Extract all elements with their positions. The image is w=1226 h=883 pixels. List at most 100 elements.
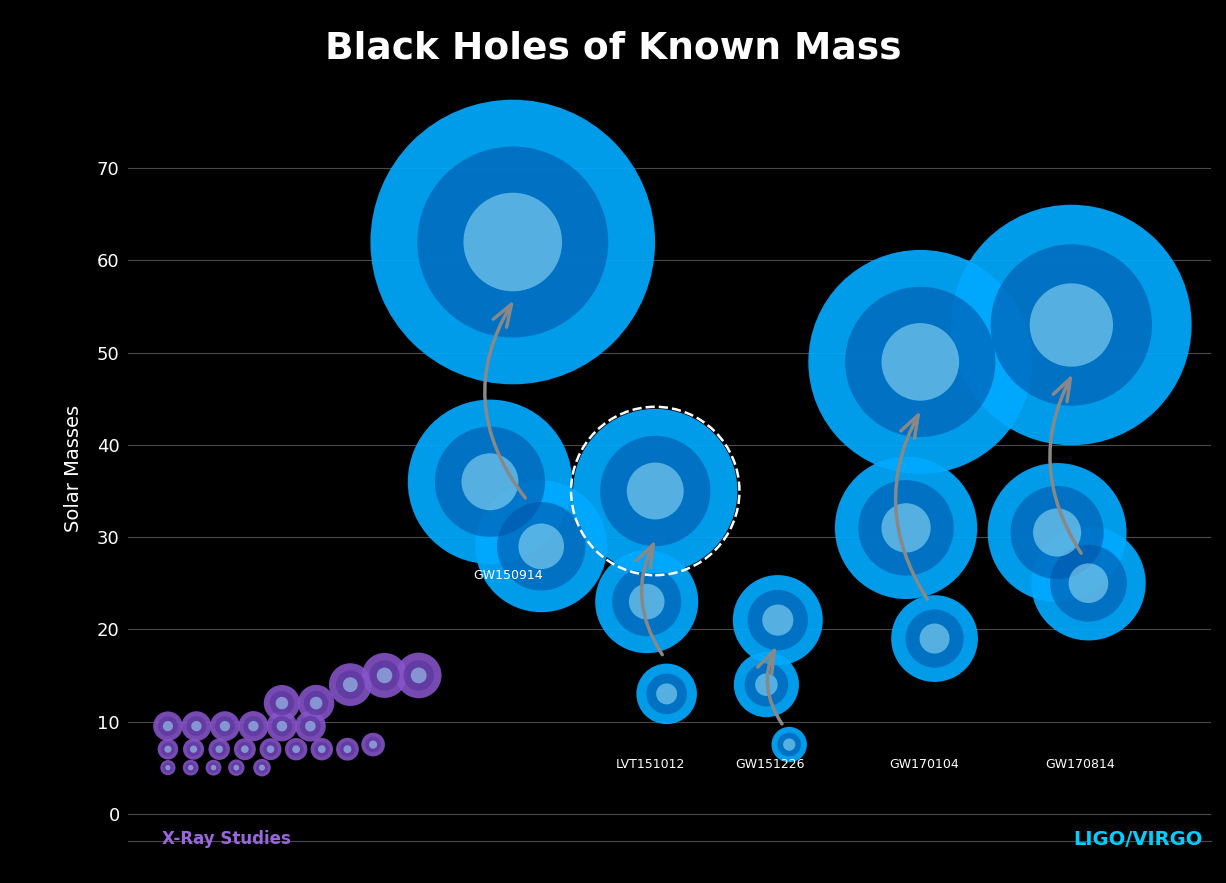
Point [645, 484, 664, 498]
Text: GW150914: GW150914 [473, 570, 542, 583]
Point [306, 696, 326, 710]
Point [253, 760, 272, 774]
Point [1047, 525, 1067, 540]
Point [924, 631, 944, 645]
Point [1062, 318, 1081, 332]
Point [272, 719, 292, 733]
Point [409, 668, 429, 683]
Point [924, 631, 944, 645]
Point [227, 760, 246, 774]
Point [215, 719, 234, 733]
Point [1047, 525, 1067, 540]
Point [235, 742, 255, 756]
Point [503, 235, 522, 249]
Point [210, 742, 229, 756]
Point [261, 742, 281, 756]
Point [158, 742, 178, 756]
Point [272, 719, 292, 733]
Point [363, 737, 383, 751]
Point [481, 475, 500, 489]
FancyArrowPatch shape [484, 305, 525, 498]
Point [181, 760, 201, 774]
Point [186, 719, 206, 733]
Text: GW151226: GW151226 [736, 758, 804, 772]
Point [306, 696, 326, 710]
Point [896, 521, 916, 535]
Point [244, 719, 264, 733]
Point [158, 719, 178, 733]
Text: GW170104: GW170104 [889, 758, 959, 772]
Point [311, 742, 331, 756]
FancyArrowPatch shape [1049, 378, 1081, 554]
Point [767, 613, 787, 627]
Point [186, 719, 206, 733]
Point [657, 687, 677, 701]
Text: LIGO/VIRGO: LIGO/VIRGO [1073, 830, 1203, 849]
Point [184, 742, 204, 756]
Point [375, 668, 395, 683]
Point [300, 719, 320, 733]
Text: GW170814: GW170814 [1046, 758, 1116, 772]
Point [657, 687, 677, 701]
Point [636, 594, 656, 608]
Point [261, 742, 281, 756]
Point [363, 737, 383, 751]
Text: Black Holes of Known Mass: Black Holes of Known Mass [325, 31, 901, 66]
Point [227, 760, 246, 774]
FancyArrowPatch shape [636, 544, 662, 654]
Point [375, 668, 395, 683]
Point [896, 521, 916, 535]
Point [1079, 576, 1098, 590]
Point [253, 760, 272, 774]
Point [645, 484, 664, 498]
Point [756, 677, 776, 691]
Point [215, 719, 234, 733]
Point [657, 687, 677, 701]
Text: X-Ray Studies: X-Ray Studies [162, 830, 291, 849]
Point [531, 540, 550, 554]
Point [375, 668, 395, 683]
Point [481, 475, 500, 489]
Point [409, 668, 429, 683]
Point [287, 742, 306, 756]
FancyArrowPatch shape [895, 415, 927, 600]
Point [181, 760, 201, 774]
Y-axis label: Solar Masses: Solar Masses [64, 404, 83, 532]
Point [780, 737, 799, 751]
Point [911, 355, 931, 369]
Point [337, 742, 357, 756]
Text: LVT151012: LVT151012 [615, 758, 685, 772]
Point [636, 594, 656, 608]
Point [311, 742, 331, 756]
Point [306, 696, 326, 710]
Point [184, 742, 204, 756]
Point [341, 677, 360, 691]
Point [158, 742, 178, 756]
Point [1062, 318, 1081, 332]
Point [244, 719, 264, 733]
Point [767, 613, 787, 627]
Point [184, 742, 204, 756]
Point [341, 677, 360, 691]
Point [272, 719, 292, 733]
Point [244, 719, 264, 733]
Point [481, 475, 500, 489]
Point [896, 521, 916, 535]
Point [210, 742, 229, 756]
Point [337, 742, 357, 756]
Point [287, 742, 306, 756]
Point [272, 696, 292, 710]
Point [253, 760, 272, 774]
Point [181, 760, 201, 774]
Point [1062, 318, 1081, 332]
Point [337, 742, 357, 756]
Point [272, 696, 292, 710]
Point [1079, 576, 1098, 590]
Point [780, 737, 799, 751]
Point [158, 719, 178, 733]
Point [204, 760, 223, 774]
Point [503, 235, 522, 249]
Point [227, 760, 246, 774]
FancyArrowPatch shape [758, 651, 782, 724]
Point [215, 719, 234, 733]
